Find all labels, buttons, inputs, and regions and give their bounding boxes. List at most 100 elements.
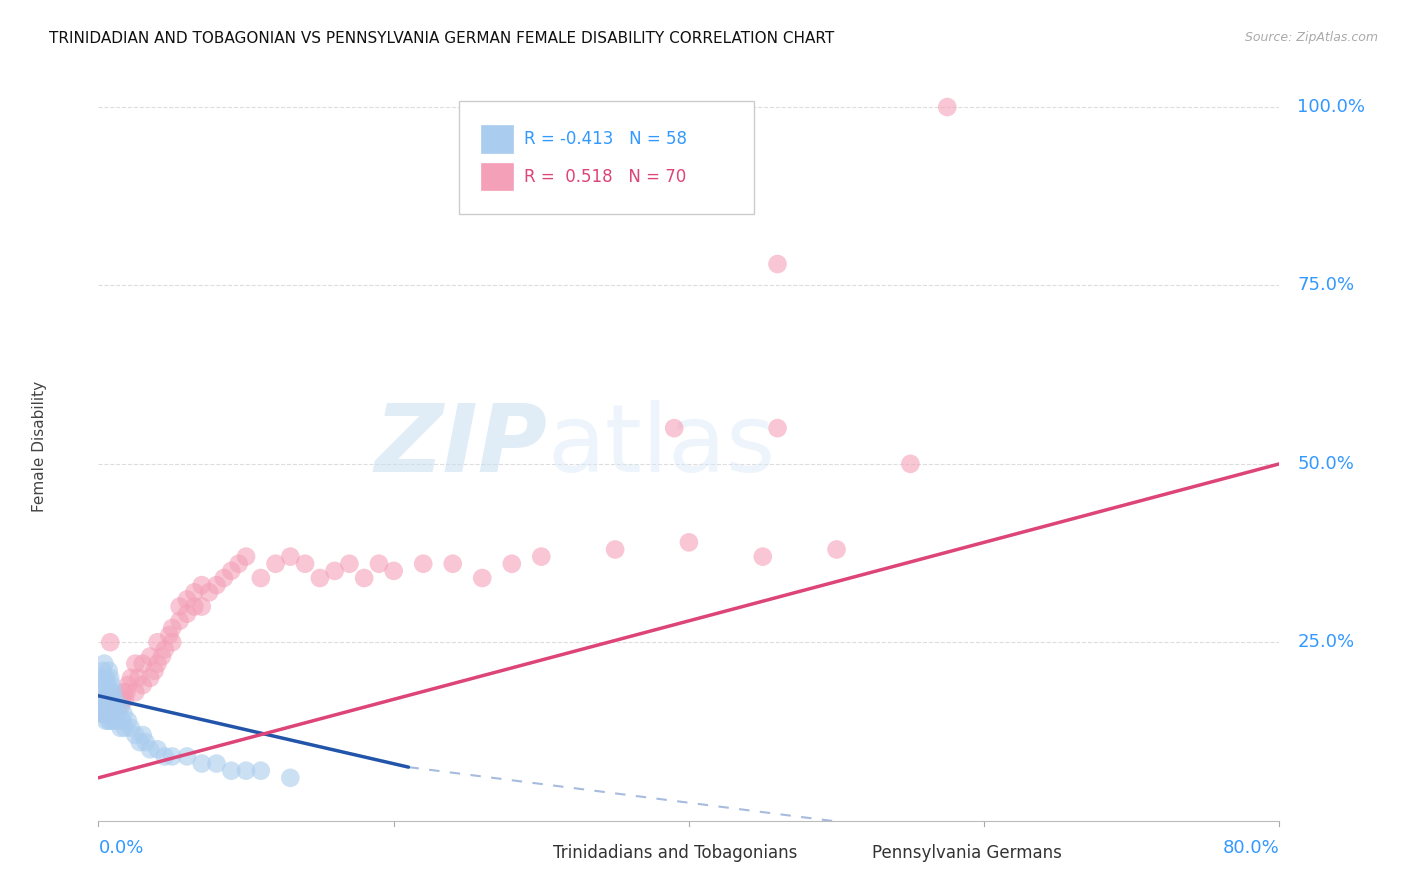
Point — [530, 549, 553, 564]
Point — [441, 557, 464, 571]
Point — [280, 549, 302, 564]
Point — [112, 706, 135, 721]
Point — [96, 692, 118, 706]
Point — [176, 607, 198, 621]
Point — [98, 685, 121, 699]
Text: atlas: atlas — [547, 400, 776, 492]
Point — [235, 549, 257, 564]
Point — [97, 699, 120, 714]
Point — [98, 699, 121, 714]
Point — [501, 557, 523, 571]
Point — [825, 542, 848, 557]
Point — [93, 699, 115, 714]
Point — [412, 557, 434, 571]
Point — [104, 692, 127, 706]
Point — [112, 685, 135, 699]
Point — [103, 699, 125, 714]
Point — [127, 671, 149, 685]
Text: 80.0%: 80.0% — [1223, 839, 1279, 857]
Text: 0.0%: 0.0% — [98, 839, 143, 857]
Point — [132, 657, 155, 671]
Point — [93, 706, 115, 721]
Point — [221, 564, 243, 578]
Point — [94, 671, 117, 685]
Text: 75.0%: 75.0% — [1298, 277, 1354, 294]
Point — [146, 657, 169, 671]
Point — [153, 642, 176, 657]
Point — [176, 592, 198, 607]
FancyBboxPatch shape — [505, 842, 543, 863]
Point — [100, 699, 122, 714]
Point — [91, 706, 114, 721]
Point — [212, 571, 235, 585]
Point — [96, 706, 118, 721]
Point — [120, 721, 142, 735]
Point — [97, 714, 120, 728]
Point — [280, 771, 302, 785]
Point — [115, 685, 138, 699]
Point — [93, 657, 115, 671]
FancyBboxPatch shape — [481, 162, 513, 191]
Text: Female Disability: Female Disability — [32, 380, 46, 512]
Point — [183, 585, 205, 599]
Point — [100, 678, 122, 692]
Point — [111, 692, 134, 706]
Point — [107, 699, 129, 714]
FancyBboxPatch shape — [824, 842, 862, 863]
Point — [110, 721, 132, 735]
Point — [368, 557, 391, 571]
Point — [124, 728, 146, 742]
Point — [752, 549, 775, 564]
Point — [139, 742, 162, 756]
Point — [678, 535, 700, 549]
Point — [110, 699, 132, 714]
Point — [117, 714, 139, 728]
Text: 50.0%: 50.0% — [1298, 455, 1354, 473]
Point — [90, 671, 112, 685]
Point — [139, 671, 162, 685]
Point — [605, 542, 627, 557]
Point — [766, 421, 789, 435]
Text: Pennsylvania Germans: Pennsylvania Germans — [872, 844, 1062, 862]
Text: Trinidadians and Tobagonians: Trinidadians and Tobagonians — [553, 844, 797, 862]
Point — [90, 699, 112, 714]
Point — [120, 671, 142, 685]
Point — [135, 735, 157, 749]
Point — [89, 703, 111, 717]
Point — [146, 742, 169, 756]
Point — [117, 678, 139, 692]
Point — [162, 621, 183, 635]
Text: R =  0.518   N = 70: R = 0.518 N = 70 — [523, 168, 686, 186]
Point — [309, 571, 332, 585]
Point — [664, 421, 686, 435]
Point — [94, 714, 117, 728]
Point — [191, 578, 214, 592]
Point — [107, 706, 129, 721]
Point — [471, 571, 494, 585]
Text: 100.0%: 100.0% — [1298, 98, 1365, 116]
Text: TRINIDADIAN AND TOBAGONIAN VS PENNSYLVANIA GERMAN FEMALE DISABILITY CORRELATION : TRINIDADIAN AND TOBAGONIAN VS PENNSYLVAN… — [49, 31, 834, 46]
Point — [104, 699, 127, 714]
Point — [323, 564, 346, 578]
Point — [103, 714, 125, 728]
Point — [169, 614, 191, 628]
Point — [105, 714, 128, 728]
Point — [97, 664, 120, 678]
Point — [264, 557, 287, 571]
Text: Source: ZipAtlas.com: Source: ZipAtlas.com — [1244, 31, 1378, 45]
Point — [114, 721, 136, 735]
Point — [353, 571, 375, 585]
Point — [250, 571, 273, 585]
Point — [94, 699, 117, 714]
Text: R = -0.413   N = 58: R = -0.413 N = 58 — [523, 130, 686, 148]
Point — [221, 764, 243, 778]
Point — [97, 685, 120, 699]
Point — [98, 671, 121, 685]
Point — [114, 692, 136, 706]
Point — [205, 756, 228, 771]
Point — [143, 664, 166, 678]
Point — [162, 749, 183, 764]
Point — [108, 692, 131, 706]
Point — [146, 635, 169, 649]
Point — [98, 635, 121, 649]
